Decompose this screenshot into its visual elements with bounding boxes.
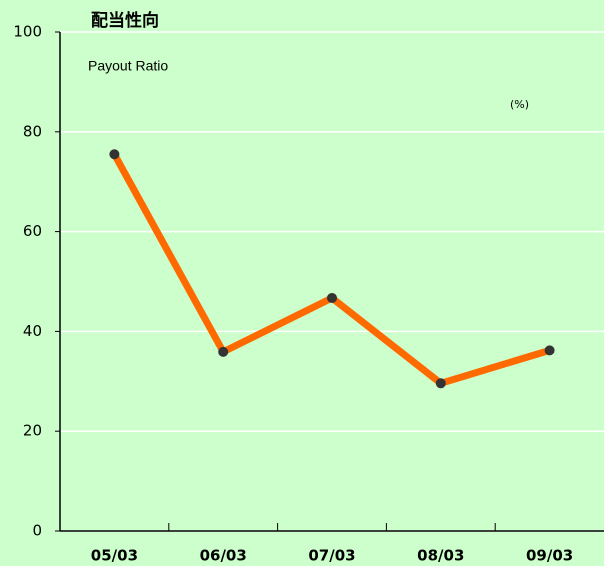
chart-subtitle: Payout Ratio (88, 58, 168, 74)
x-tick-label: 05/03 (91, 547, 138, 565)
x-tick-label: 08/03 (417, 547, 464, 565)
data-point (218, 346, 229, 357)
chart-title: 配当性向 (91, 10, 159, 31)
unit-label: (%) (510, 98, 529, 111)
y-tick-label: 100 (13, 23, 42, 41)
y-tick-label: 0 (32, 522, 42, 540)
data-point (327, 292, 337, 303)
y-tick-label: 60 (23, 222, 42, 240)
data-point (544, 345, 555, 356)
data-point (435, 378, 446, 389)
y-tick-label: 20 (23, 422, 42, 440)
x-tick-label: 06/03 (200, 547, 247, 565)
data-point (109, 149, 120, 160)
x-tick-label: 09/03 (526, 547, 573, 565)
x-tick-label: 07/03 (308, 547, 355, 565)
y-tick-label: 40 (23, 322, 42, 340)
y-tick-label: 80 (23, 122, 42, 140)
